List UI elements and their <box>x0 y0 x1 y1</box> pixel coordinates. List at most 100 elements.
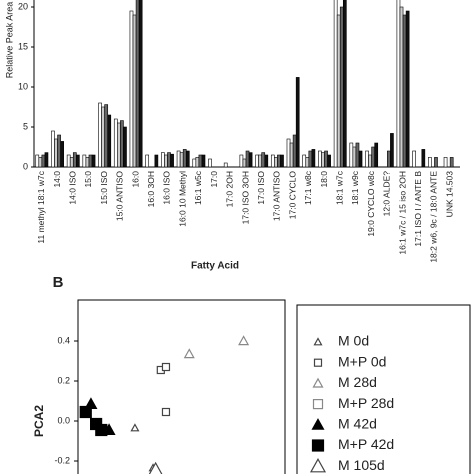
bar <box>336 14 341 168</box>
bar <box>274 157 278 168</box>
bar <box>292 134 297 168</box>
point <box>95 423 108 437</box>
bar <box>104 104 109 168</box>
y-tick-label: 5 <box>23 121 28 131</box>
legend-marker <box>313 358 323 367</box>
bar <box>324 150 328 168</box>
x-tick-label: 15:0 <box>83 171 93 188</box>
bar <box>255 154 259 168</box>
bar <box>239 154 244 168</box>
x-tick-label: 17:0 ISO 3OH <box>240 171 250 224</box>
bar <box>289 142 294 168</box>
x-tick-label: 16:1 w7c / 15 iso 2OH <box>397 171 407 255</box>
x-tick-label: 16:0 3OH <box>146 171 156 207</box>
x-tick-label: 14:0 ISO <box>68 171 78 205</box>
y-tick-label: 20 <box>18 1 28 11</box>
bar <box>333 0 338 168</box>
x-axis-label: Fatty Acid <box>191 261 239 272</box>
bar <box>352 146 357 168</box>
legend-label: M 0d <box>338 333 369 349</box>
x-tick-label: 18:0 <box>319 171 329 188</box>
y-axis-label: Relative Peak Area <box>4 2 14 79</box>
bar <box>135 0 140 168</box>
bar <box>245 150 250 168</box>
point <box>130 423 140 432</box>
bar <box>76 154 80 168</box>
bar <box>355 142 360 168</box>
bar <box>242 158 247 168</box>
bar <box>154 154 159 168</box>
bar <box>208 158 212 168</box>
bar <box>66 154 71 168</box>
legend-marker <box>309 457 327 473</box>
x-tick-label: 19:0 CYCLO w8c <box>366 170 376 236</box>
bar <box>405 10 410 168</box>
bar <box>421 149 426 168</box>
bar <box>192 158 197 168</box>
x-tick-label: 18:1 w9c <box>350 170 360 205</box>
bar <box>38 157 43 168</box>
bar <box>145 154 150 168</box>
bar <box>69 157 74 168</box>
bar <box>280 154 284 168</box>
bar <box>327 154 331 168</box>
x-tick-label: 14:0 <box>52 171 62 188</box>
bar <box>428 157 432 168</box>
x-tick-label: 17:1 ISO I / ANTE B <box>413 171 423 247</box>
bar <box>107 114 112 168</box>
bar <box>390 133 394 168</box>
bar <box>311 149 316 168</box>
x-tick-label: 17:0 ANTISO <box>272 171 282 221</box>
bar <box>35 154 40 168</box>
bar <box>223 162 228 168</box>
bar <box>349 142 354 168</box>
bar <box>101 106 105 168</box>
bar <box>339 6 344 168</box>
bar <box>286 138 291 168</box>
bar <box>387 150 391 168</box>
legend-frame <box>296 304 471 474</box>
bar <box>365 150 369 168</box>
bar <box>182 149 187 168</box>
x-tick-label: 17:0 2OH <box>225 171 235 207</box>
bar <box>434 157 438 168</box>
bar <box>443 157 448 168</box>
bar <box>399 6 404 168</box>
legend-marker <box>312 399 324 410</box>
x-tick-label: 15:0 ISO <box>99 171 109 205</box>
bar <box>132 14 137 168</box>
x-tick-label: 17:0 <box>209 171 219 188</box>
bar <box>402 14 407 168</box>
plot-frame <box>77 299 286 474</box>
bar <box>44 152 49 168</box>
bar <box>368 154 372 168</box>
bar <box>113 118 118 168</box>
bar <box>295 77 300 168</box>
bar <box>98 102 102 168</box>
point <box>183 348 195 359</box>
y-tick-label: 0 <box>23 161 28 171</box>
bar <box>305 157 310 168</box>
y-tick-label: 15 <box>18 41 28 51</box>
bar <box>342 0 347 168</box>
bar <box>54 138 58 168</box>
bar <box>161 152 165 168</box>
bar <box>302 154 307 168</box>
point <box>79 405 92 419</box>
legend-label: M 105d <box>338 457 385 473</box>
bar <box>51 130 55 168</box>
bar <box>270 154 275 168</box>
bar <box>321 152 325 168</box>
y-tick-label: 10 <box>18 81 28 91</box>
bar <box>138 0 143 168</box>
bar <box>179 152 184 168</box>
point <box>238 335 250 346</box>
bar <box>57 134 61 168</box>
legend-label: M 28d <box>338 374 377 390</box>
bar <box>318 150 322 168</box>
bar <box>170 153 174 168</box>
panel-label: B <box>53 274 64 291</box>
x-tick-label: 16:0 10 Methyl <box>177 171 187 227</box>
bar <box>91 154 96 168</box>
